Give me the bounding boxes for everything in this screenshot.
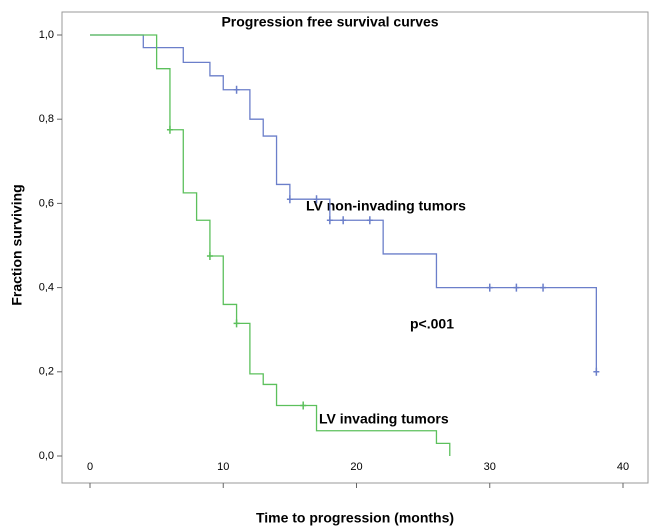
x-tick-label: 20 bbox=[350, 461, 362, 473]
censor-mark bbox=[366, 216, 373, 225]
censor-mark bbox=[486, 283, 493, 292]
y-tick-label: 0,4 bbox=[39, 282, 54, 294]
x-tick-label: 30 bbox=[484, 461, 496, 473]
chart-title: Progression free survival curves bbox=[221, 14, 438, 30]
censor-mark bbox=[233, 85, 240, 94]
survival-curve bbox=[90, 34, 597, 372]
x-tick-label: 40 bbox=[617, 461, 629, 473]
censor-mark bbox=[286, 195, 293, 204]
censor-mark bbox=[166, 125, 173, 134]
y-tick-label: 1,0 bbox=[39, 29, 54, 41]
censor-mark bbox=[540, 283, 547, 292]
y-axis-label: Fraction surviving bbox=[9, 184, 25, 305]
y-tick-label: 0,8 bbox=[39, 113, 54, 125]
censor-mark bbox=[313, 195, 320, 204]
series-label: LV invading tumors bbox=[319, 411, 449, 427]
censor-mark bbox=[326, 216, 333, 225]
y-tick-label: 0,0 bbox=[39, 450, 54, 462]
annotation: p<.001 bbox=[410, 316, 454, 332]
y-tick-label: 0,2 bbox=[39, 366, 54, 378]
censor-mark bbox=[593, 367, 600, 376]
series-label: LV non-invading tumors bbox=[306, 198, 466, 214]
censor-mark bbox=[233, 319, 240, 328]
x-tick-label: 10 bbox=[217, 461, 229, 473]
plot-frame bbox=[61, 11, 649, 484]
survival-curve bbox=[90, 34, 451, 456]
x-axis-label: Time to progression (months) bbox=[256, 510, 454, 526]
censor-mark bbox=[300, 401, 307, 410]
censor-mark bbox=[340, 216, 347, 225]
y-tick-label: 0,6 bbox=[39, 197, 54, 209]
censor-mark bbox=[513, 283, 520, 292]
censor-mark bbox=[206, 252, 213, 261]
x-tick-label: 0 bbox=[87, 461, 93, 473]
